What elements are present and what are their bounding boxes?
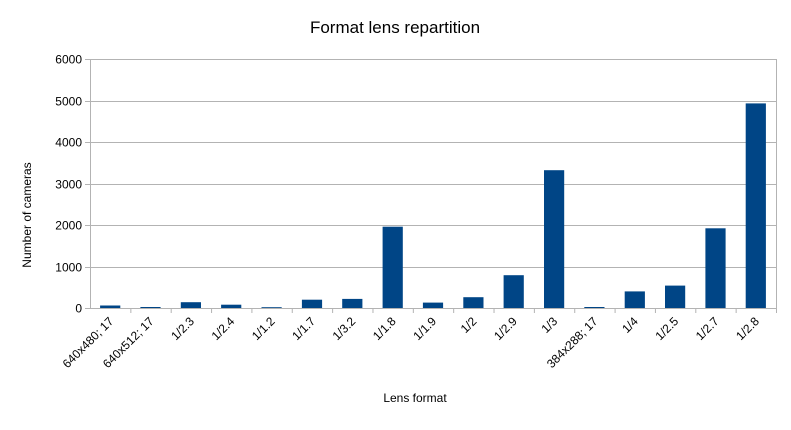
bar [624,291,645,308]
bar [503,275,524,308]
y-tick-label: 3000 [55,178,82,192]
chart-title: Format lens repartition [310,18,480,37]
y-axis-title: Number of cameras [20,162,34,267]
x-tick-label: 1/2.7 [693,314,722,343]
y-tick-label: 4000 [55,136,82,150]
bar [665,285,686,308]
y-tick-label: 5000 [55,95,82,109]
x-tick-label: 1/2.9 [491,314,520,343]
bar [261,307,282,308]
x-tick-label: 1/3 [538,314,560,336]
bar [180,302,201,308]
x-tick-label: 1/4 [619,314,641,336]
x-tick-label: 1/2 [458,314,480,336]
bar [100,305,121,308]
y-tick-label: 1000 [55,261,82,275]
x-tick-label: 1/2.5 [652,314,681,343]
x-tick-label: 1/3.2 [330,314,359,343]
x-tick-label: 1/1.2 [249,314,278,343]
x-tick-label: 1/1.8 [370,314,399,343]
bar [301,299,323,308]
bar [342,298,363,308]
x-tick-label: 1/2.4 [209,314,238,343]
bar [584,307,605,308]
axes [85,59,777,313]
x-tick-label: 1/2.8 [733,314,762,343]
y-tick-label: 2000 [55,219,82,233]
bar [463,297,484,308]
bar [140,307,161,308]
x-tick-label: 1/2.3 [168,314,197,343]
bar [745,103,766,309]
bar [544,170,565,308]
y-axis-ticks: 0 1000 2000 3000 4000 5000 6000 [55,53,82,316]
x-tick-label: 1/1.7 [289,314,318,343]
bar [705,228,726,308]
bar [422,302,444,308]
bars [100,103,766,309]
y-tick-label: 0 [75,302,82,316]
bar [382,226,403,308]
y-tick-label: 6000 [55,53,82,67]
gridlines [85,59,776,309]
x-axis-title: Lens format [383,391,447,405]
x-tick-label: 1/1.9 [410,314,439,343]
bar [221,304,242,308]
